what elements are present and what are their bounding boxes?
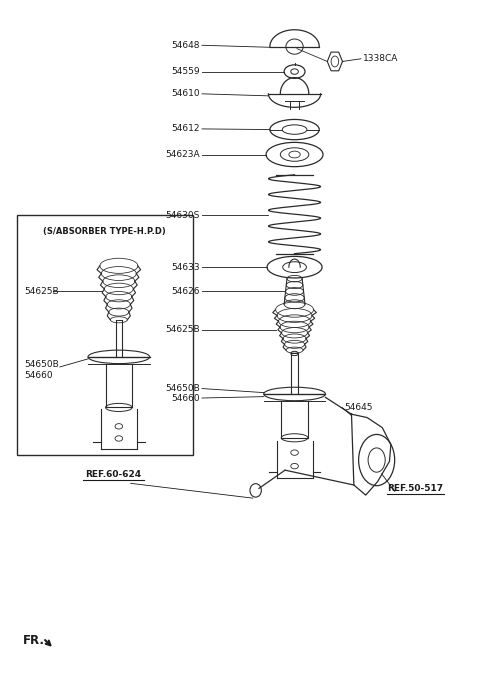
Text: 54625B: 54625B xyxy=(165,326,200,335)
Text: 54633: 54633 xyxy=(171,262,200,271)
Text: REF.60-624: REF.60-624 xyxy=(85,471,142,479)
Bar xyxy=(17,216,192,455)
Text: 54625B: 54625B xyxy=(24,287,59,296)
Text: 54645: 54645 xyxy=(344,403,373,412)
Text: 54610: 54610 xyxy=(171,89,200,99)
Text: 54623A: 54623A xyxy=(165,150,200,159)
Text: FR.: FR. xyxy=(23,634,45,647)
Text: 54660: 54660 xyxy=(171,394,200,403)
Text: 54612: 54612 xyxy=(171,124,200,133)
Text: 54650B: 54650B xyxy=(165,384,200,393)
Text: 54630S: 54630S xyxy=(165,211,200,220)
Text: 54648: 54648 xyxy=(171,41,200,50)
Text: 54626: 54626 xyxy=(171,287,200,296)
Text: 54559: 54559 xyxy=(171,67,200,76)
Text: REF.50-517: REF.50-517 xyxy=(387,484,444,493)
Text: 54650B: 54650B xyxy=(24,360,59,369)
Text: (S/ABSORBER TYPE-H.P.D): (S/ABSORBER TYPE-H.P.D) xyxy=(43,227,166,237)
Text: 1338CA: 1338CA xyxy=(363,54,399,63)
Text: 54660: 54660 xyxy=(24,371,53,380)
